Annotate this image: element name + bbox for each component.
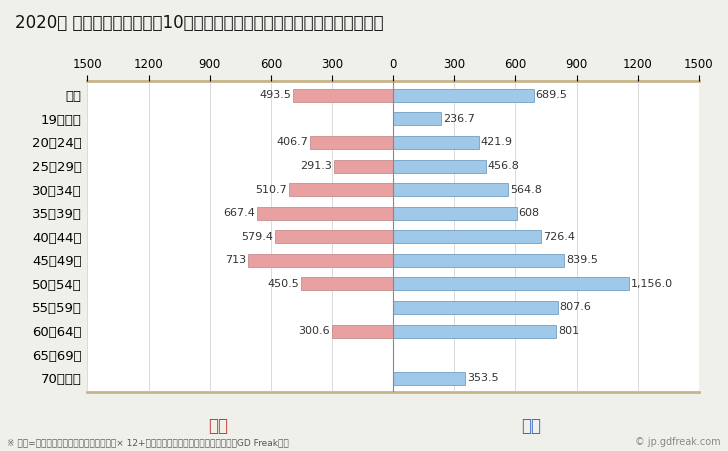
Text: 801: 801 <box>558 326 579 336</box>
Text: 女性: 女性 <box>208 417 229 435</box>
Text: 713: 713 <box>225 255 246 265</box>
Bar <box>393 89 534 102</box>
Text: 450.5: 450.5 <box>268 279 300 289</box>
Text: 男性: 男性 <box>521 417 542 435</box>
Bar <box>393 207 517 220</box>
Bar <box>393 183 508 196</box>
Text: 236.7: 236.7 <box>443 114 475 124</box>
Text: ※ 年収=「きまって支給する現金給与額」× 12+「年間賞与その他特別給与額」としてGD Freak推計: ※ 年収=「きまって支給する現金給与額」× 12+「年間賞与その他特別給与額」と… <box>7 438 289 447</box>
Bar <box>332 325 393 337</box>
Text: 689.5: 689.5 <box>535 90 567 100</box>
Bar <box>293 89 393 102</box>
Bar <box>393 254 564 267</box>
Text: 510.7: 510.7 <box>256 184 288 195</box>
Text: 667.4: 667.4 <box>223 208 256 218</box>
Text: 2020年 民間企業（従業者数10人以上）フルタイム労働者の男女別平均年収: 2020年 民間企業（従業者数10人以上）フルタイム労働者の男女別平均年収 <box>15 14 383 32</box>
Bar <box>393 301 558 314</box>
Text: 421.9: 421.9 <box>480 138 513 147</box>
Bar <box>289 183 393 196</box>
Bar <box>393 372 465 385</box>
Bar <box>393 112 441 125</box>
Bar <box>248 254 393 267</box>
Text: 406.7: 406.7 <box>277 138 309 147</box>
Bar <box>393 136 479 149</box>
Text: 353.5: 353.5 <box>467 373 499 383</box>
Bar <box>333 160 393 173</box>
Bar <box>257 207 393 220</box>
Text: 456.8: 456.8 <box>488 161 520 171</box>
Text: 807.6: 807.6 <box>559 303 591 313</box>
Text: © jp.gdfreak.com: © jp.gdfreak.com <box>635 437 721 447</box>
Text: 839.5: 839.5 <box>566 255 598 265</box>
Bar <box>275 230 393 243</box>
Text: 726.4: 726.4 <box>543 232 575 242</box>
Text: 291.3: 291.3 <box>300 161 332 171</box>
Bar <box>393 277 629 290</box>
Text: 608: 608 <box>518 208 539 218</box>
Bar <box>393 230 541 243</box>
Text: 579.4: 579.4 <box>242 232 274 242</box>
Bar <box>310 136 393 149</box>
Bar <box>393 325 556 337</box>
Bar <box>301 277 393 290</box>
Text: 300.6: 300.6 <box>298 326 331 336</box>
Bar <box>393 160 486 173</box>
Text: 493.5: 493.5 <box>259 90 291 100</box>
Text: 1,156.0: 1,156.0 <box>630 279 673 289</box>
Text: 564.8: 564.8 <box>510 184 542 195</box>
